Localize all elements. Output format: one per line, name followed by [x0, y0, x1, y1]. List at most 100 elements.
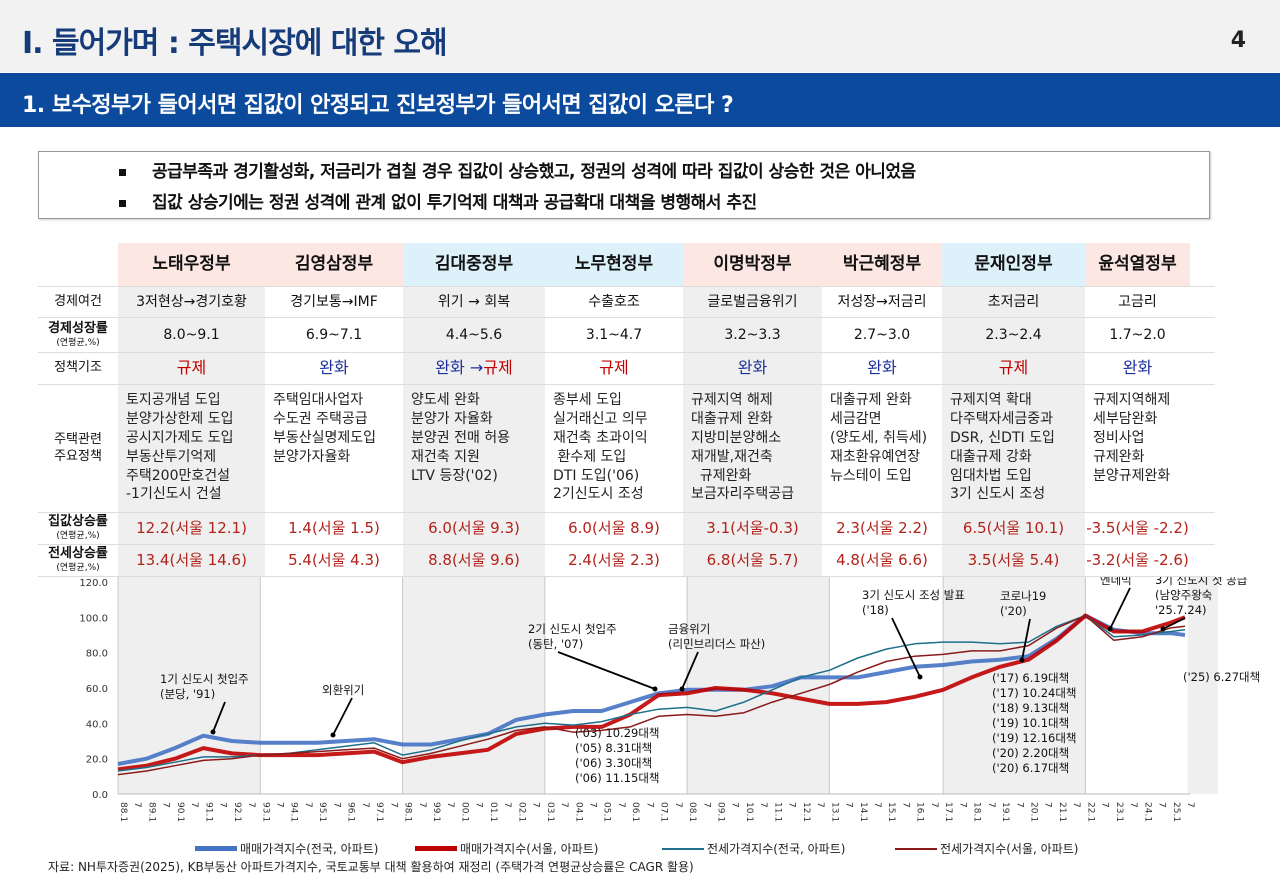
government-header: 이명박정부	[683, 243, 822, 286]
period-band	[829, 577, 944, 794]
annotation-text: 3기 신도시 조성 발표	[862, 588, 965, 602]
policy-item: 대출규제 강화	[950, 448, 1032, 465]
x-tick-label: 91.1	[203, 802, 213, 822]
policy-item: 부동산실명제도입	[273, 429, 377, 446]
section-subtitle: 1. 보수정부가 들어서면 집값이 안정되고 진보정부가 들어서면 집값이 오른…	[0, 73, 1280, 127]
y-tick-label: 100.0	[79, 613, 108, 624]
row-label: 전세상승률 (연평균,%)	[38, 545, 118, 576]
bullet-square-icon	[119, 168, 126, 176]
annotation-arrow	[891, 617, 921, 678]
annotation-text: ('20)	[1000, 604, 1027, 618]
cell-growth: 2.7~3.0	[853, 326, 911, 343]
cell-stance: 규제	[942, 353, 1085, 384]
policy-item: 규제지역 해제	[691, 392, 773, 408]
policy-item: 분양가상한제 도입	[126, 410, 234, 427]
policy-item: LTV 등장('02)	[411, 467, 498, 484]
cell-policy: 양도세 완화 분양가 자율화 분양권 전매 허용 재건축 지원 LTV 등장('02)	[403, 385, 545, 512]
cell-growth: 3.2~3.3	[683, 318, 822, 352]
bullet-item: 공급부족과 경기활성화, 저금리가 겹칠 경우 집값이 상승했고, 정권의 성격…	[119, 157, 916, 182]
annotation-text: ('18)	[862, 603, 889, 617]
stance-text: 규제	[599, 358, 629, 378]
policy-item: 세금감면	[830, 410, 882, 427]
policy-item: 규제지역해제	[1093, 392, 1171, 408]
x-tick-label: 7	[303, 802, 313, 808]
annotation-text: ('19) 12.16대책	[992, 731, 1077, 745]
x-tick-label: 21.1	[1057, 802, 1067, 822]
cell-policy: 규제지역해제 세부담완화 정비사업 규제완화 분양규제완화	[1085, 385, 1190, 512]
policy-item: 토지공개념 도입	[126, 392, 221, 408]
x-tick-label: 99.1	[431, 802, 441, 822]
policy-item: 재건축 지원	[411, 448, 480, 465]
x-tick-label: 7	[844, 802, 854, 808]
cell-stance: 규제	[545, 353, 683, 384]
row-label-text: 전세상승률	[48, 546, 108, 562]
x-tick-label: 7	[758, 802, 768, 808]
period-band	[1085, 577, 1188, 794]
x-tick-label: 25.1	[1171, 802, 1181, 822]
period-band	[687, 577, 830, 794]
x-tick-label: 03.1	[545, 802, 555, 822]
page-title: Ⅰ. 들어가며 : 주택시장에 대한 오해	[22, 26, 448, 61]
annotation-text: 엔데믹	[1100, 577, 1132, 587]
cell-house: 1.4(서울 1.5)	[288, 518, 380, 537]
cell-jeonse: 5.4(서울 4.3)	[288, 550, 380, 569]
x-tick-label: 7	[673, 802, 683, 808]
x-tick-label: 01.1	[488, 802, 498, 822]
annotation-text: ('25) 6.27대책	[1183, 670, 1260, 684]
bullet-text: 공급부족과 경기활성화, 저금리가 겹칠 경우 집값이 상승했고, 정권의 성격…	[152, 162, 916, 182]
arrow-head-icon	[210, 729, 216, 735]
y-tick-label: 60.0	[86, 684, 108, 695]
policy-item: 재초환유예연장	[830, 448, 921, 465]
cell-jeonse: -3.2(서울 -2.6)	[1086, 550, 1189, 569]
annotation-text: ('18) 9.13대책	[992, 701, 1069, 715]
x-tick-label: 7	[1100, 802, 1110, 808]
x-tick-label: 92.1	[232, 802, 242, 822]
cell-stance: 완화 → 규제	[403, 353, 545, 384]
cell-growth: 2.3~2.4	[942, 318, 1085, 352]
policy-item: 분양가자율화	[273, 448, 351, 465]
x-tick-label: 7	[445, 802, 455, 808]
header-bar: Ⅰ. 들어가며 : 주택시장에 대한 오해 4	[0, 0, 1280, 72]
x-tick-label: 7	[900, 802, 910, 808]
y-tick-label: 120.0	[79, 578, 108, 589]
row-label-text: 경제여건	[54, 293, 102, 309]
row-label-text: 주택관련 주요정책	[54, 431, 102, 464]
x-tick-label: 7	[872, 802, 882, 808]
legend-item: 매매가격지수(서울, 아파트)	[415, 840, 598, 857]
annotation-text: ('19) 10.1대책	[992, 716, 1069, 730]
series-line-3	[117, 614, 1186, 776]
stance-text: 규제	[998, 358, 1029, 378]
x-tick-label: 98.1	[403, 802, 413, 822]
policy-item: 수도권 주택공급	[273, 410, 368, 427]
policy-item: 분양규제완화	[1093, 467, 1171, 484]
x-tick-label: 7	[218, 802, 228, 808]
legend-swatch	[662, 847, 704, 850]
policy-item: 2기신도시 조성	[553, 486, 644, 503]
x-tick-label: 7	[701, 802, 711, 808]
x-tick-label: 18.1	[972, 802, 982, 822]
stance-text: 완화	[737, 358, 768, 378]
y-tick-label: 80.0	[86, 649, 108, 660]
policy-item: 세부담완화	[1093, 410, 1158, 427]
cell-jeonse: 13.4(서울 14.6)	[118, 545, 265, 576]
policy-item: 3기 신도시 조성	[950, 486, 1046, 503]
stance-text: 규제	[176, 358, 207, 378]
legend-item: 매매가격지수(전국, 아파트)	[195, 840, 378, 857]
cell-economy: 3저현상→경기호황	[118, 287, 265, 317]
row-label: 집값상승률 (연평균,%)	[38, 513, 118, 544]
policy-item: 공시지가제도 도입	[126, 429, 234, 446]
legend-label: 매매가격지수(서울, 아파트)	[460, 842, 599, 856]
policy-item: 규제완화	[1093, 448, 1145, 465]
source-note: 자료: NH투자증권(2025), KB부동산 아파트가격지수, 국토교통부 대…	[48, 860, 694, 874]
cell-house: 12.2(서울 12.1)	[118, 513, 265, 544]
period-band	[402, 577, 545, 794]
government-header: 노무현정부	[545, 243, 683, 286]
bullet-text: 집값 상승기에는 정권 성격에 관계 없이 투기억제 대책과 공급확대 대책을 …	[152, 193, 757, 213]
arrow-head-icon	[1107, 626, 1113, 632]
table-row-hdr: 노태우정부 김영삼정부 김대중정부 노무현정부 이명박정부 박근혜정부 문재인정부 윤석열정부	[38, 243, 1215, 287]
cell-policy: 대출규제 완화 세금감면 (양도세, 취득세) 재초환유예연장 뉴스테이 도입	[822, 385, 942, 512]
cell-house: 6.0(서울 8.9)	[568, 518, 660, 537]
x-tick-label: 09.1	[716, 802, 726, 822]
x-tick-label: 7	[929, 802, 939, 808]
cell-growth: 6.9~7.1	[305, 326, 363, 343]
